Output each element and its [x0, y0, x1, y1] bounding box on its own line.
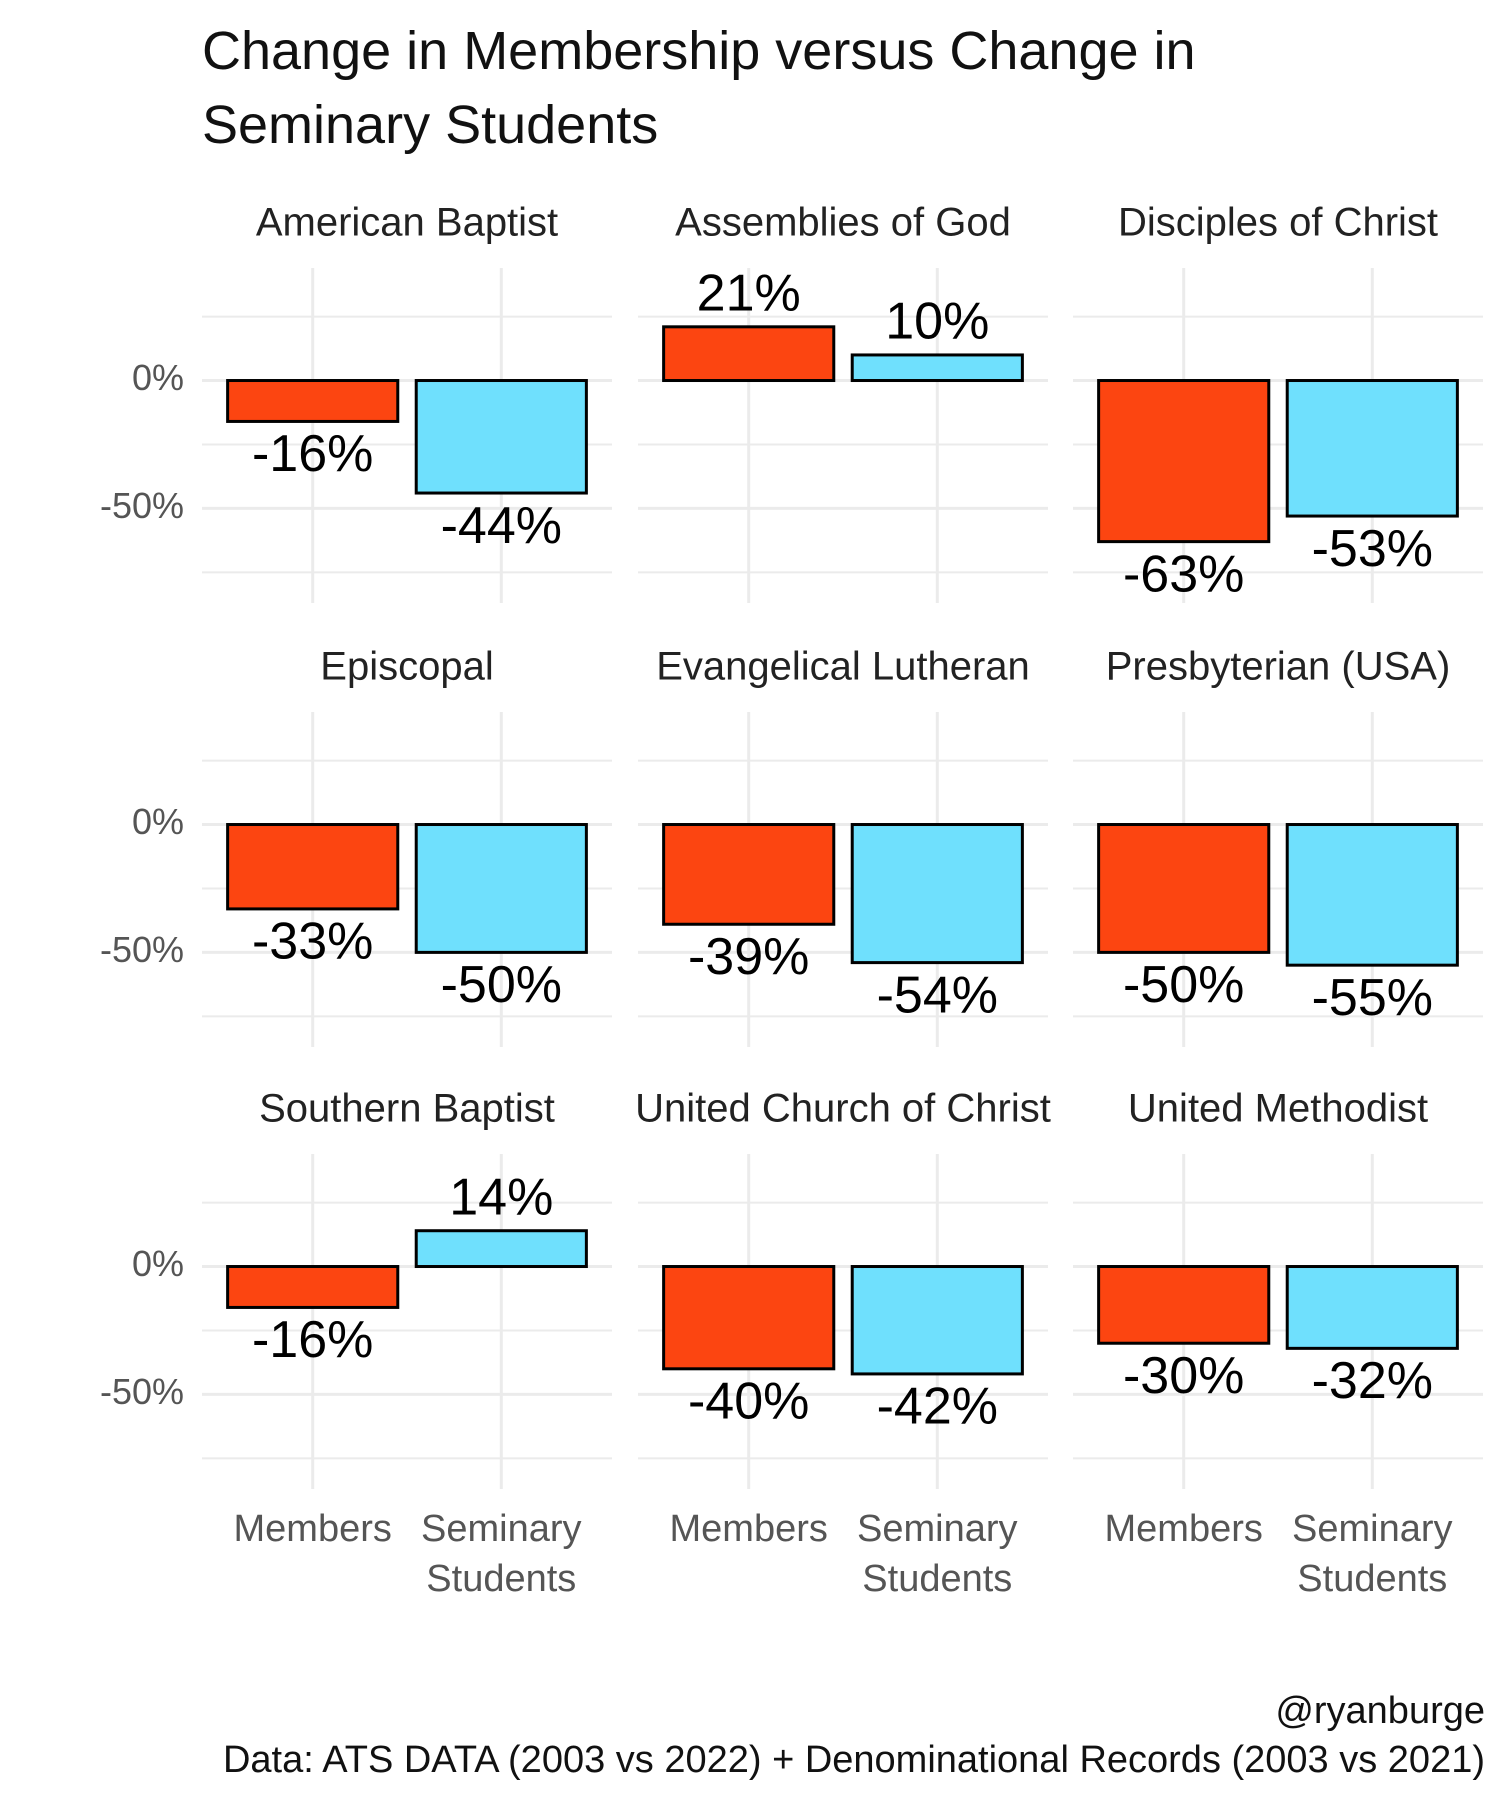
bar: [414, 379, 588, 495]
facet-title: Presbyterian (USA): [1106, 645, 1451, 689]
chart-title: Change in Membership versus Change in Se…: [202, 21, 1196, 155]
x-tick-label-line: Seminary: [1292, 1508, 1453, 1550]
bar: [226, 823, 400, 911]
value-label: -32%: [1312, 1352, 1433, 1410]
bar: [1285, 823, 1459, 967]
y-tick-label: 0%: [132, 357, 184, 398]
value-label: -44%: [441, 497, 562, 555]
bar: [850, 823, 1024, 965]
x-tick-label-line: Members: [670, 1508, 828, 1550]
facet-title: Episcopal: [320, 645, 493, 689]
y-tick-label: -50%: [100, 485, 184, 526]
x-tick-label-line: Members: [234, 1508, 392, 1550]
y-tick-label: -50%: [100, 1371, 184, 1412]
bar: [662, 325, 836, 383]
x-tick-label: Seminary Students: [1292, 1508, 1453, 1600]
y-tick-label: 0%: [132, 1243, 184, 1284]
value-label: 21%: [697, 265, 801, 323]
value-label: -53%: [1312, 520, 1433, 578]
value-label: -42%: [877, 1378, 998, 1436]
value-label: 10%: [885, 293, 989, 351]
x-tick-label: Members: [670, 1508, 828, 1550]
bar: [1285, 379, 1459, 518]
value-label: -50%: [1123, 956, 1244, 1014]
x-tick-label-line: Seminary: [857, 1508, 1018, 1550]
value-label: -50%: [441, 956, 562, 1014]
bar: [1097, 823, 1271, 954]
y-tick-label: -50%: [100, 929, 184, 970]
value-label: -55%: [1312, 969, 1433, 1027]
x-tick-label: Seminary Students: [857, 1508, 1018, 1600]
x-tick-label-line: Students: [862, 1558, 1012, 1600]
x-tick-label: Members: [1105, 1508, 1263, 1550]
x-tick-label-line: Students: [426, 1558, 576, 1600]
value-label: -30%: [1123, 1347, 1244, 1405]
bar: [662, 1265, 836, 1371]
value-label: -54%: [877, 966, 998, 1024]
x-tick-label: Members: [234, 1508, 392, 1550]
facet-title: Assemblies of God: [675, 201, 1011, 245]
facet-title: American Baptist: [256, 201, 558, 245]
bar: [850, 353, 1024, 383]
x-tick-label-line: Students: [1297, 1558, 1447, 1600]
bar: [1097, 379, 1271, 544]
value-label: -33%: [252, 913, 373, 971]
x-tick-label-line: Members: [1105, 1508, 1263, 1550]
x-tick-label: Seminary Students: [421, 1508, 582, 1600]
value-label: -16%: [252, 1311, 373, 1369]
credit: @ryanburge: [1275, 1690, 1485, 1732]
value-label: -40%: [688, 1373, 809, 1431]
value-label: 14%: [449, 1168, 553, 1226]
x-tick-label-line: Seminary: [421, 1508, 582, 1550]
bar: [662, 823, 836, 926]
bar: [226, 379, 400, 423]
bar: [1285, 1265, 1459, 1350]
bar: [226, 1265, 400, 1309]
bar: [850, 1265, 1024, 1376]
caption: Data: ATS DATA (2003 vs 2022) + Denomina…: [223, 1739, 1485, 1781]
facet-title: Evangelical Lutheran: [656, 645, 1030, 689]
facet-title: United Church of Christ: [635, 1087, 1051, 1131]
facet-title: United Methodist: [1128, 1087, 1428, 1131]
value-label: -63%: [1123, 545, 1244, 603]
value-label: -39%: [688, 928, 809, 986]
y-tick-label: 0%: [132, 801, 184, 842]
bar: [1097, 1265, 1271, 1345]
bar: [414, 823, 588, 954]
value-label: -16%: [252, 425, 373, 483]
facet-title: Southern Baptist: [259, 1087, 555, 1131]
bar: [414, 1229, 588, 1269]
facet-title: Disciples of Christ: [1118, 201, 1438, 245]
